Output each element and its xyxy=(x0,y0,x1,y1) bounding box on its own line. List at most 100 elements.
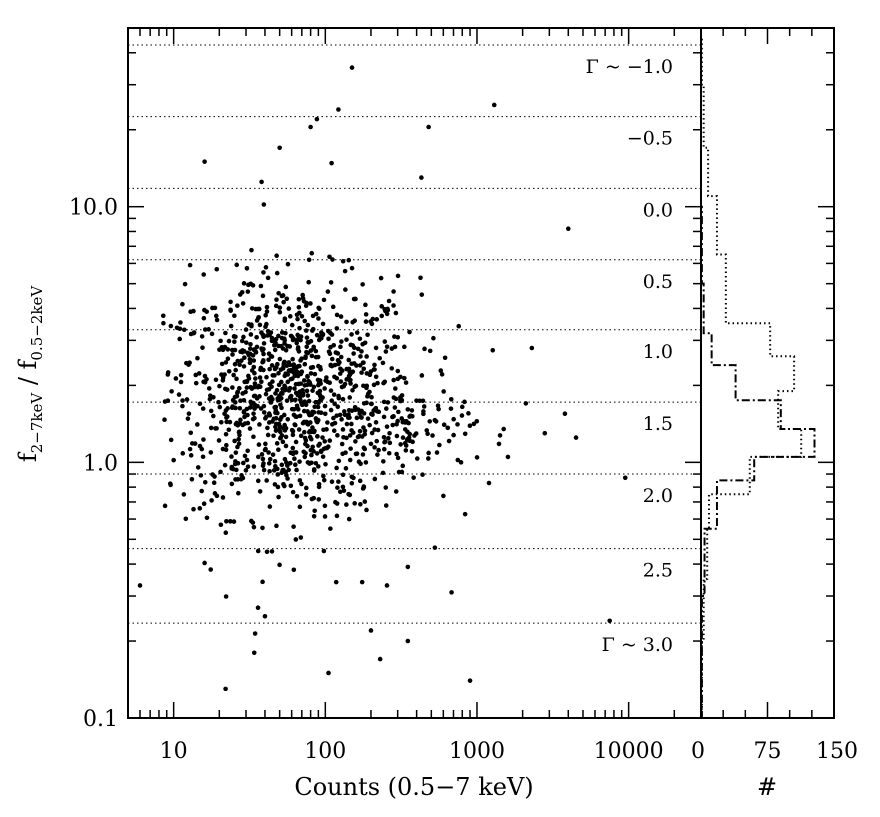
hist-x-tick-label: 75 xyxy=(754,739,782,764)
data-point xyxy=(240,422,246,428)
data-point xyxy=(312,371,318,377)
data-point xyxy=(160,313,166,319)
x-tick-label: 10 xyxy=(160,739,188,764)
data-point xyxy=(312,404,318,410)
data-point xyxy=(334,413,340,418)
data-point xyxy=(216,399,221,405)
data-point xyxy=(313,311,319,317)
data-point xyxy=(381,399,387,405)
data-point xyxy=(305,322,311,328)
data-point xyxy=(198,473,204,478)
photon-index-labels: Γ ~ −1.0 −0.5 0.0 0.5 1.0 1.5 2.0 2.5 Γ ~ 3.0 xyxy=(586,56,673,656)
data-point xyxy=(241,281,247,286)
data-point xyxy=(202,560,207,566)
data-point xyxy=(386,450,392,456)
data-point xyxy=(261,467,267,473)
data-point xyxy=(347,378,353,383)
y-axis-title: f2−7keV / f0.5−2keV xyxy=(14,285,46,463)
data-point xyxy=(284,398,290,403)
histogram-frame xyxy=(700,27,835,719)
data-point xyxy=(287,344,293,349)
data-point xyxy=(183,516,189,522)
data-point xyxy=(261,270,266,275)
data-point xyxy=(384,424,390,429)
data-point xyxy=(237,386,242,391)
data-point xyxy=(283,469,288,475)
data-point xyxy=(286,306,292,311)
data-point xyxy=(222,462,228,468)
data-point xyxy=(228,323,234,329)
data-point xyxy=(346,516,352,522)
data-point xyxy=(184,397,190,402)
data-point xyxy=(372,406,378,412)
data-point xyxy=(242,349,247,354)
data-point xyxy=(294,493,300,499)
data-point xyxy=(231,372,236,378)
data-point xyxy=(310,425,315,430)
data-point xyxy=(505,454,511,460)
data-point xyxy=(393,396,399,402)
data-point xyxy=(375,427,381,433)
data-point xyxy=(219,420,224,425)
data-point xyxy=(351,475,356,481)
data-point xyxy=(448,406,454,411)
data-point xyxy=(474,455,480,460)
data-point xyxy=(188,453,194,458)
data-point xyxy=(398,374,403,380)
data-point xyxy=(320,321,326,327)
data-point xyxy=(286,388,292,393)
data-point xyxy=(217,404,223,410)
data-point xyxy=(343,287,348,292)
x-axis-title: Counts (0.5−7 keV) xyxy=(294,773,533,801)
data-point xyxy=(328,388,334,393)
data-point xyxy=(426,124,431,130)
data-point xyxy=(273,410,278,416)
data-point xyxy=(301,378,307,383)
data-point xyxy=(304,335,310,340)
data-point xyxy=(344,421,350,427)
data-point xyxy=(258,283,264,289)
data-point xyxy=(213,377,219,383)
data-point xyxy=(393,386,398,391)
data-point xyxy=(263,312,268,318)
data-point xyxy=(339,384,345,390)
data-point xyxy=(297,310,302,316)
data-point xyxy=(260,359,266,364)
data-point xyxy=(251,347,257,353)
data-point xyxy=(322,514,328,519)
data-point xyxy=(365,332,370,338)
data-point xyxy=(340,484,346,490)
data-point xyxy=(329,422,335,427)
data-point xyxy=(471,421,477,427)
data-point xyxy=(399,416,405,421)
data-point xyxy=(458,460,464,465)
data-point xyxy=(311,346,316,351)
data-point xyxy=(264,374,269,380)
data-point xyxy=(306,340,311,345)
data-point xyxy=(180,301,185,307)
data-point xyxy=(195,465,201,470)
data-point xyxy=(407,329,412,335)
scatter-panel: 10 100 1000 10000 0.1 1.0 10.0 Γ ~ −1.0 −0.5 0.… xyxy=(14,27,702,801)
data-point xyxy=(391,303,396,308)
data-point xyxy=(338,314,344,319)
data-point xyxy=(244,457,250,463)
data-point xyxy=(376,409,382,415)
data-point xyxy=(380,470,386,476)
data-point xyxy=(293,414,298,419)
data-point xyxy=(353,296,358,302)
data-point xyxy=(295,345,301,350)
data-point xyxy=(255,605,261,611)
data-point xyxy=(265,275,271,281)
data-point xyxy=(314,451,320,456)
data-point xyxy=(247,405,253,410)
data-point xyxy=(381,459,386,464)
data-point xyxy=(287,314,293,319)
data-point xyxy=(292,456,297,461)
data-point xyxy=(272,373,277,378)
data-point xyxy=(299,369,305,374)
data-point xyxy=(279,293,285,299)
data-point xyxy=(315,354,321,360)
data-point xyxy=(308,301,313,306)
data-point xyxy=(199,488,204,494)
